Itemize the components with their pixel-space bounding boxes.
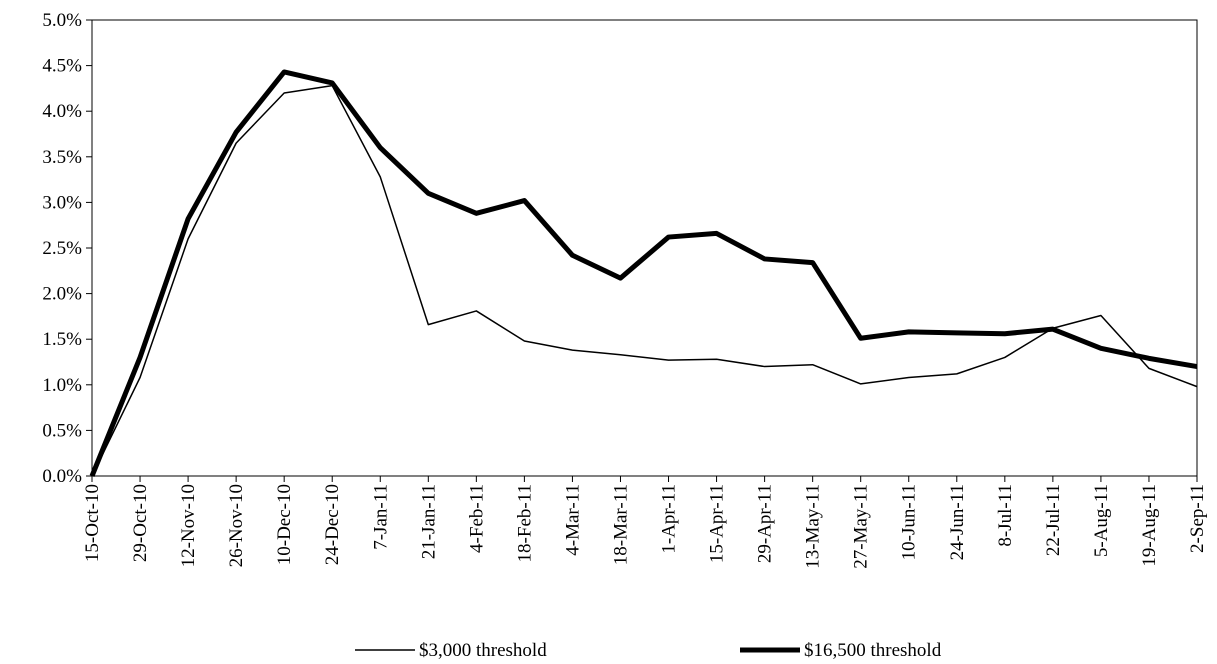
x-tick-label: 24-Dec-10	[322, 484, 343, 565]
y-tick-label: 3.5%	[42, 147, 82, 168]
series-line	[89, 69, 1198, 477]
x-tick-label: 18-Feb-11	[514, 484, 535, 562]
legend-label: $16,500 threshold	[804, 640, 942, 661]
x-tick-label: 19-Aug-11	[1139, 484, 1160, 567]
y-tick-label: 0.0%	[42, 466, 82, 487]
legend-label: $3,000 threshold	[419, 640, 547, 661]
y-tick-label: 3.0%	[42, 192, 82, 213]
x-tick-label: 8-Jul-11	[995, 484, 1016, 547]
x-tick-label: 10-Dec-10	[274, 484, 295, 565]
y-tick-label: 2.5%	[42, 238, 82, 259]
series-line	[91, 84, 1198, 477]
y-tick-label: 2.0%	[42, 284, 82, 305]
x-tick-label: 10-Jun-11	[899, 484, 920, 560]
x-tick-label: 2-Sep-11	[1187, 484, 1208, 553]
x-tick-label: 21-Jan-11	[418, 484, 439, 559]
x-tick-label: 26-Nov-10	[226, 484, 247, 567]
y-tick-label: 0.5%	[42, 420, 82, 441]
x-tick-label: 15-Oct-10	[82, 484, 103, 562]
y-tick-label: 1.0%	[42, 375, 82, 396]
x-tick-label: 27-May-11	[851, 484, 872, 569]
x-tick-label: 29-Oct-10	[130, 484, 151, 562]
y-tick-label: 5.0%	[42, 10, 82, 31]
x-tick-label: 13-May-11	[803, 484, 824, 569]
x-tick-label: 15-Apr-11	[707, 484, 728, 563]
y-tick-label: 4.5%	[42, 56, 82, 77]
y-tick-label: 4.0%	[42, 101, 82, 122]
x-tick-label: 4-Feb-11	[466, 484, 487, 553]
x-tick-label: 5-Aug-11	[1091, 484, 1112, 557]
x-tick-label: 18-Mar-11	[610, 484, 631, 565]
plot-frame	[91, 19, 1198, 477]
y-tick-label: 1.5%	[42, 329, 82, 350]
x-tick-label: 1-Apr-11	[659, 484, 680, 554]
x-tick-label: 24-Jun-11	[947, 484, 968, 560]
x-tick-label: 4-Mar-11	[562, 484, 583, 556]
x-tick-label: 22-Jul-11	[1043, 484, 1064, 556]
x-tick-label: 12-Nov-10	[178, 484, 199, 567]
x-tick-label: 29-Apr-11	[755, 484, 776, 563]
x-tick-label: 7-Jan-11	[370, 484, 391, 550]
